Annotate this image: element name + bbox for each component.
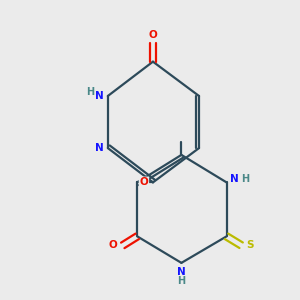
Text: N: N [95,91,104,101]
Text: O: O [140,177,148,188]
Text: S: S [246,240,254,250]
Text: H: H [177,276,185,286]
Text: N: N [230,174,239,184]
Text: H: H [86,88,94,98]
Text: H: H [241,174,249,184]
Text: O: O [108,240,117,250]
Text: N: N [95,143,104,153]
Text: N: N [177,267,186,277]
Text: O: O [148,30,157,40]
